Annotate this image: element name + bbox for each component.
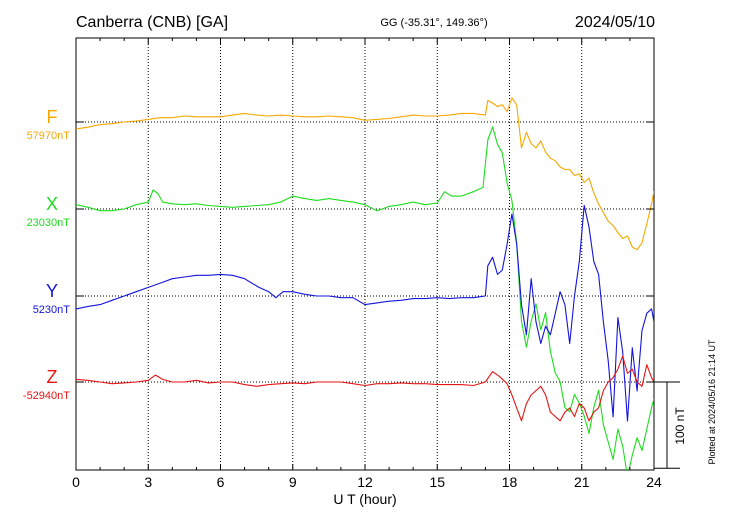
chart-date: 2024/05/10 xyxy=(575,14,655,31)
x-tick-label: 6 xyxy=(217,474,225,490)
plotted-note: Plotted at 2024/05/16 21:14 UT xyxy=(707,339,717,465)
grid xyxy=(76,38,654,470)
series-labels: F 57970nT X 23030nT Y 5230nT Z -52940nT xyxy=(23,107,654,402)
x-tick-label: 0 xyxy=(72,474,80,490)
series-line-z xyxy=(76,355,654,422)
series-line-x xyxy=(76,126,654,470)
series-name-x: X xyxy=(46,194,58,214)
x-axis-label: U T (hour) xyxy=(333,491,396,507)
x-tick-label: 18 xyxy=(502,474,518,490)
series-name-y: Y xyxy=(46,281,58,301)
series-baseline-z: -52940nT xyxy=(23,390,70,402)
x-tick-label: 21 xyxy=(574,474,590,490)
series-lines xyxy=(76,97,654,470)
series-baseline-f: 57970nT xyxy=(27,130,71,142)
series-line-f xyxy=(76,97,654,251)
x-tick-label: 9 xyxy=(289,474,297,490)
series-baseline-x: 23030nT xyxy=(27,217,71,229)
x-tick-label: 3 xyxy=(144,474,152,490)
chart-title: Canberra (CNB) [GA] xyxy=(76,14,228,31)
series-line-y xyxy=(76,204,654,422)
x-tick-label: 24 xyxy=(646,474,662,490)
series-name-f: F xyxy=(47,107,58,127)
x-tick-label: 12 xyxy=(357,474,373,490)
scale-bar-label: 100 nT xyxy=(673,407,687,445)
scale-bar: 100 nT xyxy=(654,381,687,469)
x-tick-label: 15 xyxy=(429,474,445,490)
series-name-z: Z xyxy=(47,367,58,387)
chart-subtitle: GG (-35.31°, 149.36°) xyxy=(380,17,487,29)
series-baseline-y: 5230nT xyxy=(33,304,71,316)
x-axis-ticks: 0 3 6 9 12 15 18 21 24 xyxy=(72,38,662,490)
